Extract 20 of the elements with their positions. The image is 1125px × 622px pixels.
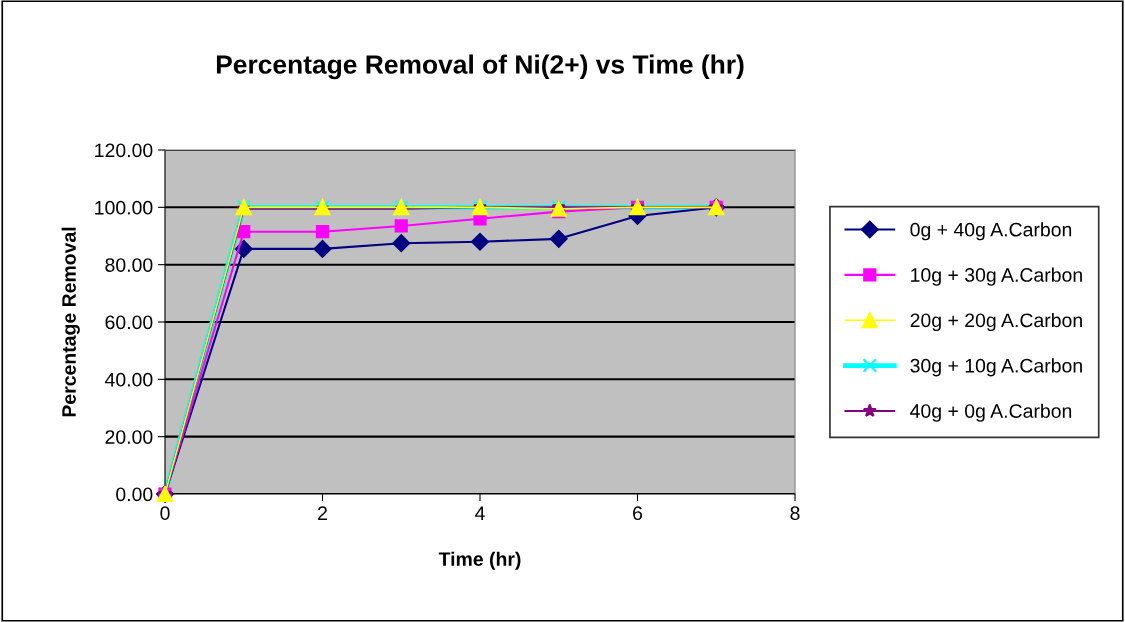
y-tick-label: 0.00 — [116, 487, 153, 502]
y-axis-title: Percentage Removal — [61, 227, 80, 417]
x-tick-label: 0 — [160, 506, 170, 521]
x-tick-label: 6 — [633, 506, 643, 521]
y-tick-label: 20.00 — [105, 430, 153, 444]
y-tick-label: 80.00 — [105, 258, 153, 272]
x-tick-label: 2 — [318, 506, 327, 520]
y-tick-label: 120.00 — [95, 143, 153, 158]
x-tick-label: 4 — [475, 506, 485, 520]
x-axis-title: Time (hr) — [438, 551, 521, 570]
y-tick-label: 60.00 — [105, 315, 153, 330]
legend-label: 40g + 0g A.Carbon — [910, 403, 1072, 422]
chart-title: Percentage Removal of Ni(2+) vs Time (hr) — [216, 54, 744, 80]
x-tick-label: 8 — [790, 506, 800, 521]
y-tick-label: 40.00 — [104, 372, 153, 387]
y-tick-label: 100.00 — [95, 200, 153, 215]
legend-label: 10g + 30g A.Carbon — [911, 267, 1082, 286]
legend-label: 0g + 40g A.Carbon — [910, 222, 1072, 241]
legend-label: 20g + 20g A.Carbon — [910, 312, 1082, 332]
legend-label: 30g + 10g A.Carbon — [910, 358, 1082, 377]
